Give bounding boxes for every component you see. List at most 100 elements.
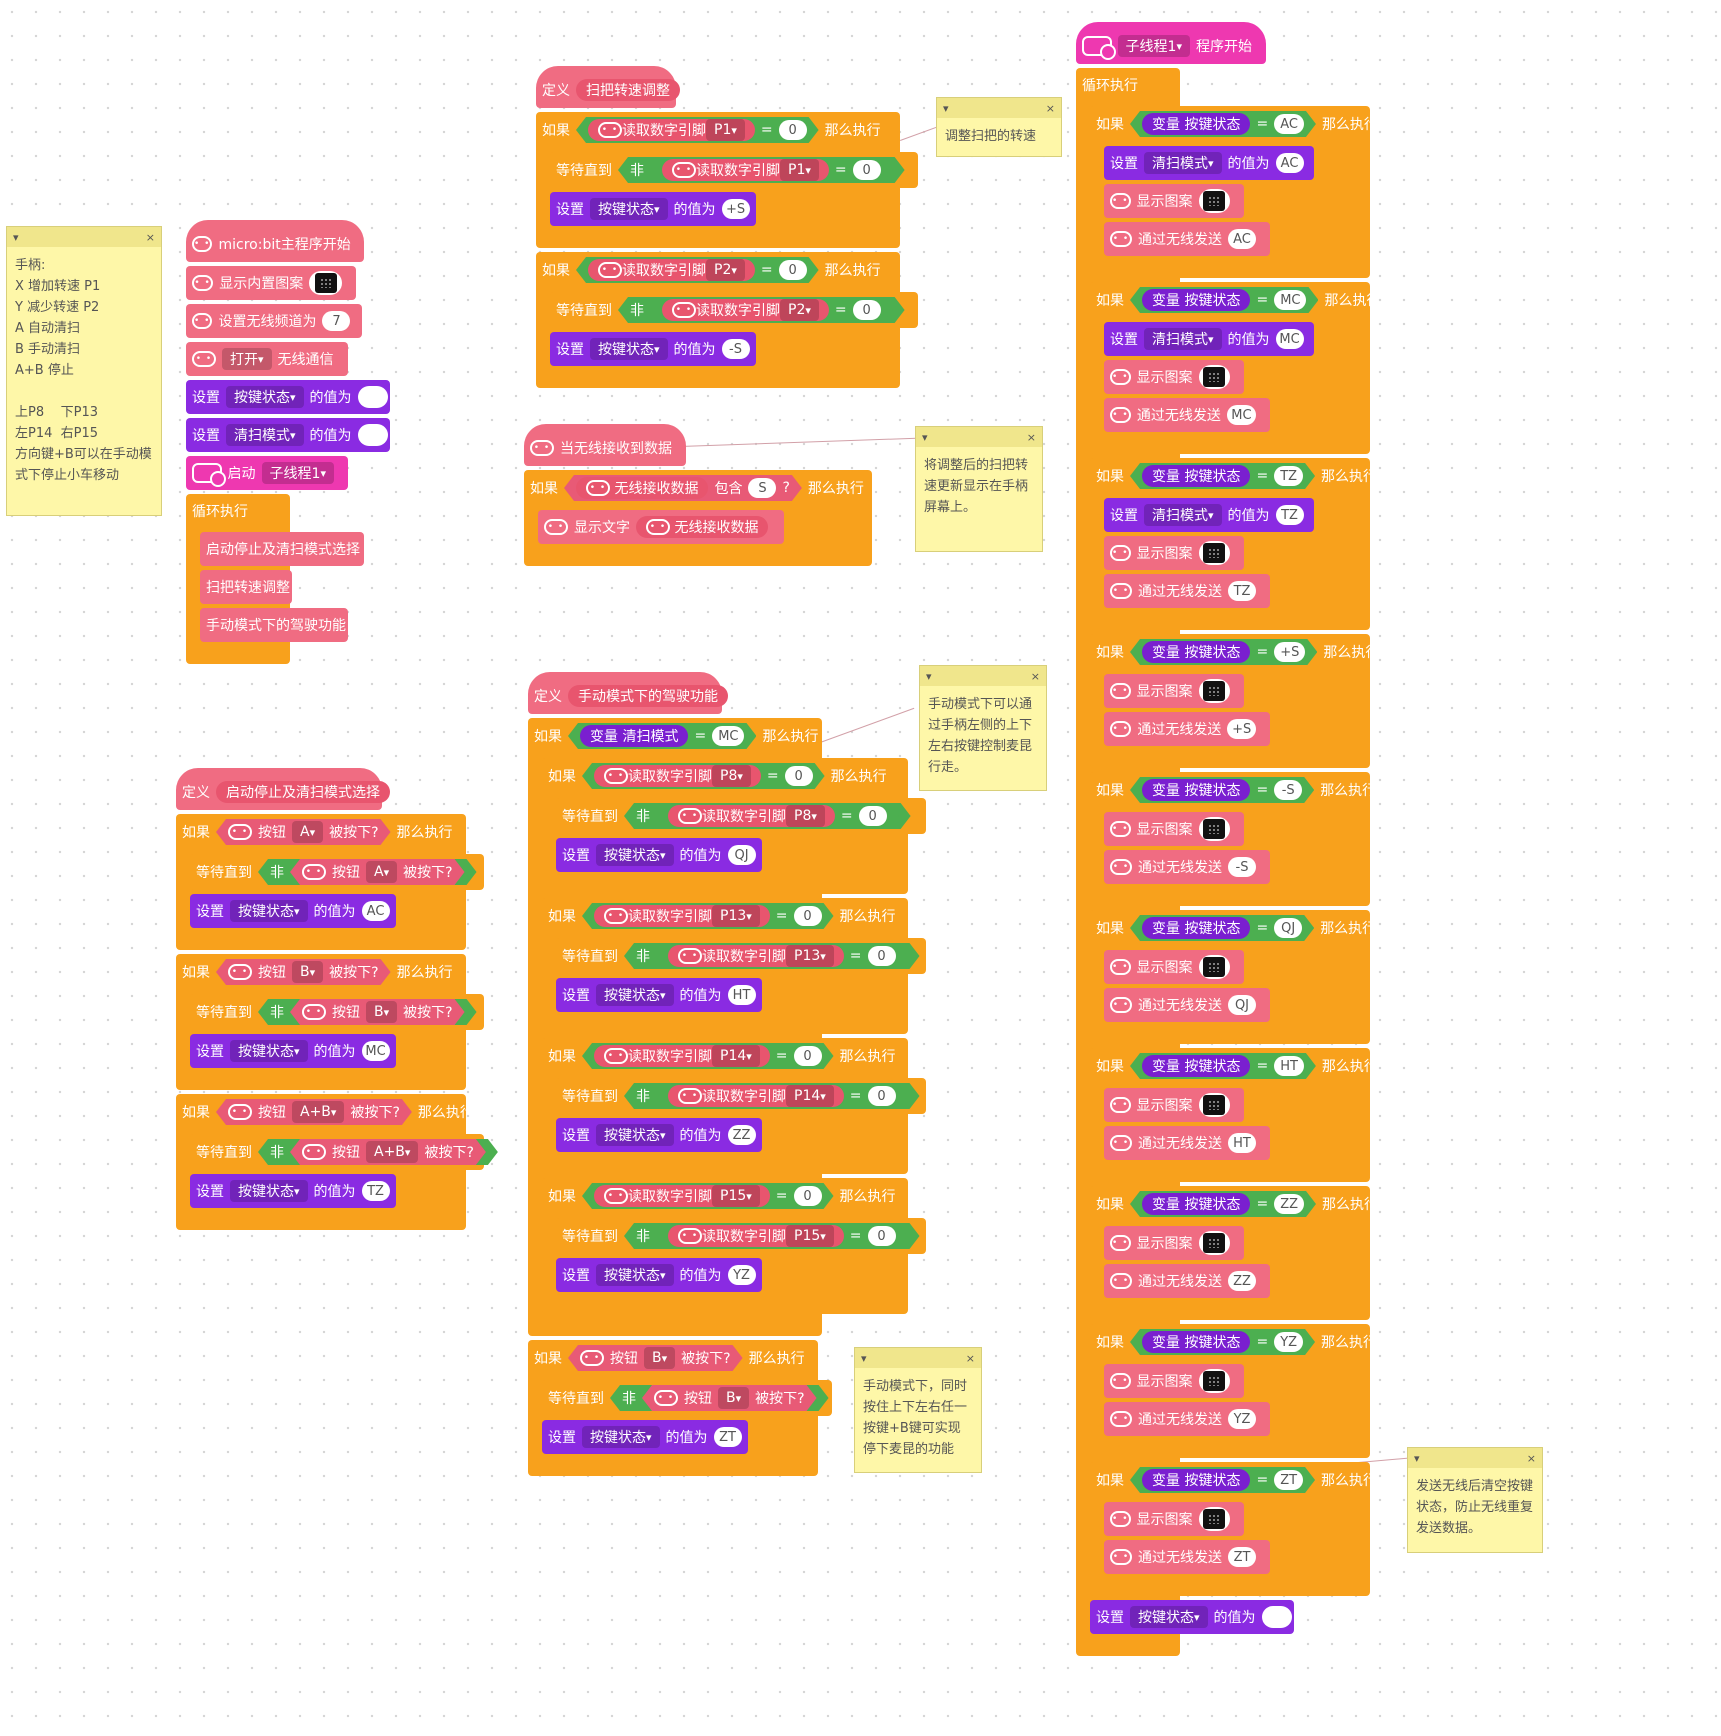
show-pattern-block[interactable]: 显示图案 [1104, 536, 1244, 570]
variable-reporter[interactable]: 变量 按键状态 [1142, 779, 1250, 801]
equals-condition[interactable]: 变量 按键状态 = ZZ [1130, 1191, 1316, 1217]
equals-condition[interactable]: 变量 按键状态 = HT [1130, 1053, 1316, 1079]
variable-dropdown[interactable]: 清扫模式 [1144, 152, 1222, 174]
set-key-state-block[interactable]: 设置按键状态的值为 TZ [190, 1174, 396, 1208]
chevron-down-icon[interactable]: ▾ [861, 1351, 867, 1365]
text-input[interactable]: MC [1226, 405, 1256, 425]
value-input[interactable]: QJ [727, 845, 756, 865]
wait-until-block[interactable]: 等待直到 非 按钮 B 被按下? [542, 1380, 832, 1416]
if-pin-block[interactable]: 如果读取数字引脚P13=0那么执行等待直到非读取数字引脚P13=0设置按键状态的… [542, 898, 926, 1034]
close-icon[interactable]: × [1026, 430, 1036, 444]
radio-send-block[interactable]: 通过无线发送 YZ [1104, 1402, 1270, 1436]
equals-condition[interactable]: 变量 按键状态 = MC [1130, 287, 1318, 313]
if-state-block[interactable]: 如果 变量 按键状态 = +S 那么执行显示图案通过无线发送 +S [1090, 634, 1379, 768]
set-mode-block[interactable]: 设置清扫模式的值为 TZ [1104, 498, 1314, 532]
number-input[interactable]: 0 [794, 1186, 822, 1206]
thread-dropdown[interactable]: 子线程1 [261, 462, 334, 484]
not-condition[interactable]: 非 按钮 A+B 被按下? [258, 1139, 498, 1165]
button-dropdown[interactable]: A [292, 821, 323, 843]
variable-dropdown[interactable]: 清扫模式 [226, 424, 304, 446]
button-dropdown[interactable]: A+B [366, 1141, 418, 1163]
button-condition[interactable]: 按钮 B 被按下? [642, 1385, 817, 1411]
if-state-block[interactable]: 如果 变量 按键状态 = AC 那么执行设置清扫模式的值为 AC 显示图案通过无线发送 AC [1090, 106, 1378, 278]
button-condition[interactable]: 按钮 B 被按下? [568, 1345, 743, 1371]
variable-reporter[interactable]: 变量 按键状态 [1142, 1055, 1250, 1077]
value-input[interactable]: +S [721, 199, 750, 219]
variable-dropdown[interactable]: 按键状态 [596, 1124, 674, 1146]
text-input[interactable]: +S [1274, 642, 1305, 662]
show-pattern-block[interactable]: 显示图案 [1104, 184, 1244, 218]
equals-condition[interactable]: 变量 按键状态 = -S [1130, 777, 1314, 803]
comment-note[interactable]: ▾ × 将调整后的扫把转速更新显示在手柄屏幕上。 [915, 426, 1043, 552]
comment-note[interactable]: ▾ × 调整扫把的转速 [936, 97, 1062, 157]
text-input[interactable]: TZ [1228, 581, 1256, 601]
wait-until-block[interactable]: 等待直到 非 按钮 A 被按下? [190, 854, 484, 890]
variable-reporter[interactable]: 变量 按键状态 [1142, 289, 1250, 311]
value-input[interactable]: ZZ [727, 1125, 756, 1145]
variable-reporter[interactable]: 变量 按键状态 [1142, 641, 1250, 663]
number-input[interactable]: 0 [853, 160, 881, 180]
set-key-state-block[interactable]: 设置按键状态的值为 HT [556, 978, 762, 1012]
button-condition[interactable]: 按钮 A+B 被按下? [290, 1139, 486, 1165]
pattern-input[interactable] [1198, 1093, 1230, 1117]
show-text-block[interactable]: 显示文字 无线接收数据 [538, 510, 784, 544]
radio-send-block[interactable]: 通过无线发送 MC [1104, 398, 1270, 432]
text-input[interactable]: AC [1274, 114, 1304, 134]
button-condition[interactable]: 按钮 B 被按下? [290, 999, 465, 1025]
pattern-input[interactable] [1198, 541, 1230, 565]
show-pattern-block[interactable]: 显示图案 [1104, 1226, 1244, 1260]
button-dropdown[interactable]: B [644, 1347, 675, 1369]
if-state-block[interactable]: 如果 变量 按键状态 = HT 那么执行显示图案通过无线发送 HT [1090, 1048, 1378, 1182]
pattern-input[interactable] [1198, 1369, 1230, 1393]
if-button-block[interactable]: 如果按钮A+B被按下?那么执行等待直到非按钮A+B被按下?设置按键状态的值为TZ [176, 1094, 466, 1230]
if-pin-block[interactable]: 如果读取数字引脚P8=0那么执行等待直到非读取数字引脚P8=0设置按键状态的值为… [542, 758, 926, 894]
equals-condition[interactable]: 变量 清扫模式 = MC [568, 723, 756, 749]
radio-send-block[interactable]: 通过无线发送 QJ [1104, 988, 1270, 1022]
call-mode-select[interactable]: 启动停止及清扫模式选择 [200, 532, 364, 566]
define-hat[interactable]: 定义 启动停止及清扫模式选择 [176, 768, 390, 810]
pin-dropdown[interactable]: P15 [786, 1225, 834, 1247]
if-state-block[interactable]: 如果 变量 按键状态 = QJ 那么执行显示图案通过无线发送 QJ [1090, 910, 1376, 1044]
text-input[interactable]: AC [1228, 229, 1256, 249]
pin-dropdown[interactable]: P8 [786, 805, 825, 827]
set-key-state-block[interactable]: 设置按键状态的值为 QJ [556, 838, 762, 872]
if-state-block[interactable]: 如果 变量 按键状态 = YZ 那么执行显示图案通过无线发送 YZ [1090, 1324, 1377, 1458]
value-input[interactable]: YZ [727, 1265, 756, 1285]
chevron-down-icon[interactable]: ▾ [1414, 1451, 1420, 1465]
value-input[interactable]: TZ [1275, 505, 1304, 525]
if-state-block[interactable]: 如果 变量 按键状态 = TZ 那么执行设置清扫模式的值为 TZ 显示图案通过无线发送 TZ [1090, 458, 1377, 630]
if-button-block[interactable]: 如果按钮B被按下?那么执行等待直到非按钮B被按下?设置按键状态的值为MC [176, 954, 484, 1090]
equals-condition[interactable]: 变量 按键状态 = ZT [1130, 1467, 1315, 1493]
pin-dropdown[interactable]: P14 [786, 1085, 834, 1107]
pattern-input[interactable] [1198, 955, 1230, 979]
text-input[interactable]: ZT [1274, 1470, 1303, 1490]
value-input[interactable] [357, 386, 388, 408]
text-input[interactable]: HT [1274, 1056, 1304, 1076]
variable-reporter[interactable]: 变量 按键状态 [1142, 917, 1250, 939]
button-dropdown[interactable]: A [366, 861, 397, 883]
text-input[interactable]: QJ [1228, 995, 1256, 1015]
radio-send-block[interactable]: 通过无线发送 TZ [1104, 574, 1270, 608]
value-input[interactable]: HT [727, 985, 756, 1005]
pattern-input[interactable] [309, 271, 342, 295]
pattern-input[interactable] [1198, 1507, 1230, 1531]
call-speed-adjust[interactable]: 扫把转速调整 [200, 570, 292, 604]
radio-send-block[interactable]: 通过无线发送 +S [1104, 712, 1270, 746]
pin-dropdown[interactable]: P1 [706, 119, 745, 141]
set-key-state-block[interactable]: 设置按键状态的值为 MC [190, 1034, 396, 1068]
show-pattern-block[interactable]: 显示图案 [1104, 812, 1244, 846]
